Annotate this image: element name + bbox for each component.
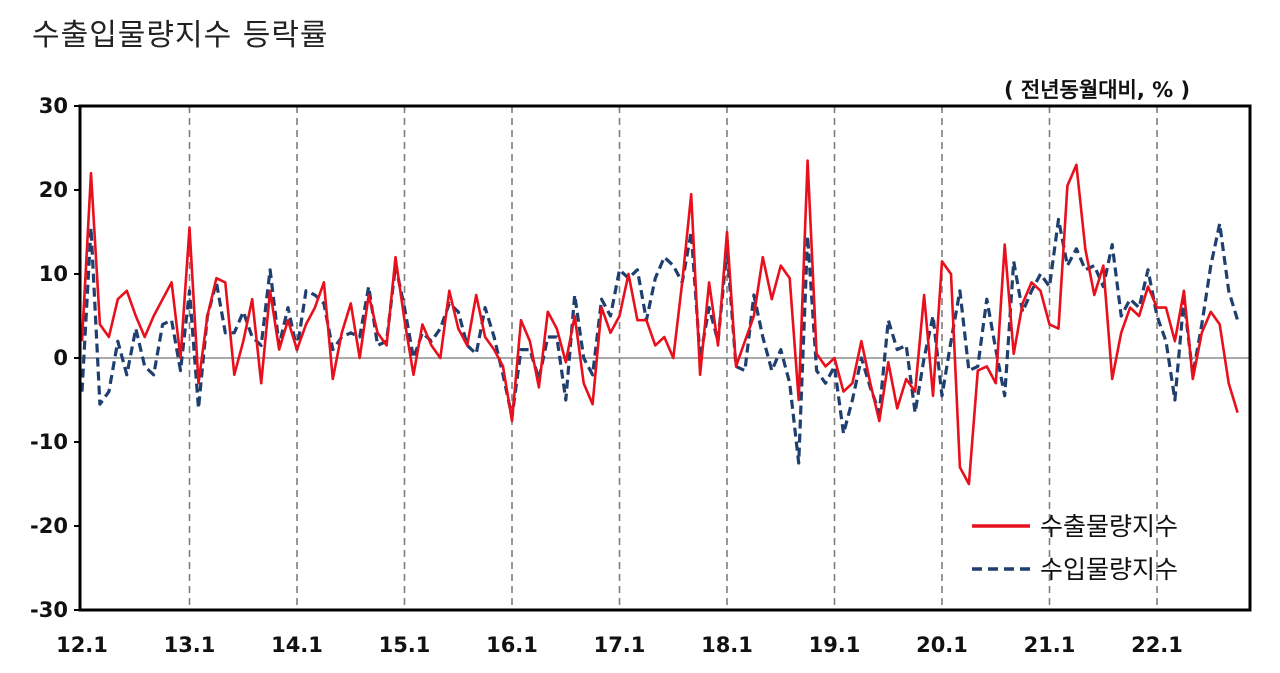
x-tick-label: 12.1 (56, 633, 108, 657)
legend: 수출물량지수 수입물량지수 (972, 512, 1178, 584)
y-tick-label: 10 (39, 262, 68, 286)
series-line-import (80, 217, 1240, 465)
series-line-export (80, 159, 1239, 486)
x-tick-label: 13.1 (164, 633, 216, 657)
x-tick-label: 20.1 (916, 633, 968, 657)
y-tick-label: -10 (30, 430, 68, 454)
x-tick-label: 16.1 (486, 633, 538, 657)
y-axis-ticks: 30 20 10 0 -10 -20 -30 (30, 94, 80, 622)
legend-label-export: 수출물량지수 (1040, 512, 1178, 541)
x-tick-label: 19.1 (809, 633, 861, 657)
y-tick-label: -20 (30, 514, 68, 538)
unit-label: ( 전년동월대비, % ) (1004, 78, 1191, 102)
series-layer (80, 159, 1240, 486)
y-tick-label: -30 (30, 598, 68, 622)
y-tick-label: 0 (53, 346, 68, 370)
x-tick-label: 14.1 (271, 633, 323, 657)
x-tick-label: 17.1 (594, 633, 646, 657)
legend-label-import: 수입물량지수 (1040, 555, 1178, 584)
y-tick-label: 30 (39, 94, 68, 118)
x-tick-label: 22.1 (1131, 633, 1183, 657)
y-tick-label: 20 (39, 178, 68, 202)
x-tick-label: 21.1 (1024, 633, 1076, 657)
x-tick-label: 15.1 (379, 633, 431, 657)
x-axis-ticks: 12.1 13.1 14.1 15.1 16.1 17.1 18.1 19.1 20.1 21.1… (56, 633, 1183, 657)
chart-title: 수출입물량지수 등락률 (32, 18, 329, 53)
x-tick-label: 18.1 (701, 633, 753, 657)
